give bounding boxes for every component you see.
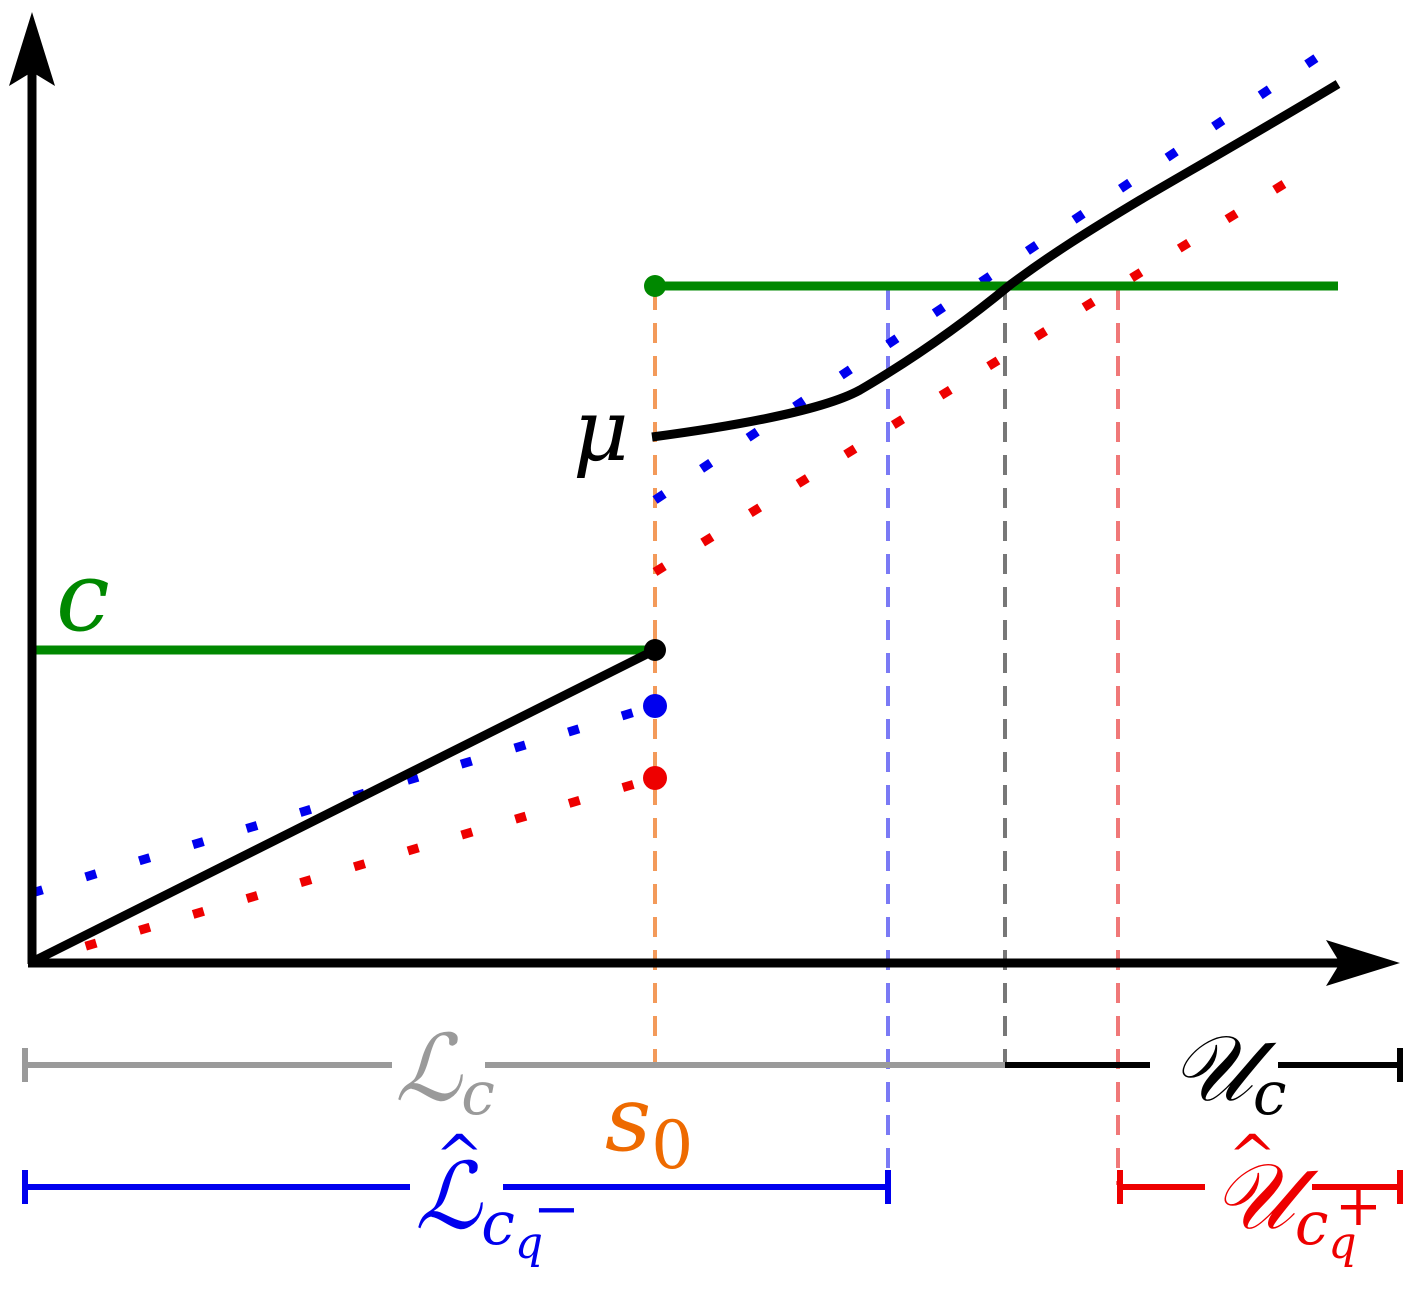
true-upper-set-label: 𝒰c — [1170, 1015, 1286, 1129]
true-lower-set-label: ℒc — [395, 1015, 495, 1129]
lower-bound-curve — [30, 38, 1343, 898]
estimated-lower-set-label: ℒcq — [415, 1143, 543, 1269]
lower-bound-right-segment — [652, 38, 1343, 504]
lower-bound-jump-point — [643, 694, 667, 718]
estimated-upper-set-sup: + — [1335, 1174, 1382, 1239]
mu-left-segment — [29, 645, 658, 967]
true-upper-set-bracket — [1005, 1048, 1403, 1082]
c-label: c — [56, 541, 110, 653]
lower-bound-left-segment — [30, 701, 657, 898]
estimated-upper-set-hat: ^ — [1228, 1122, 1277, 1190]
x-axis-arrowhead-icon — [1326, 940, 1400, 986]
upper-bound-right-segment — [652, 159, 1321, 576]
estimated-upper-set-bracket — [1117, 1170, 1403, 1204]
estimated-lower-set-sup: − — [533, 1177, 580, 1242]
mu-right-curve — [651, 80, 1341, 442]
upper-bound-jump-point — [643, 766, 667, 790]
estimated-lower-set-bracket — [22, 1170, 891, 1204]
s0-label: s0 — [605, 1067, 693, 1184]
estimated-lower-set-hat: ^ — [435, 1122, 484, 1190]
mu-label: μ — [573, 381, 629, 481]
mu-jump-point — [644, 639, 666, 661]
y-axis-arrowhead-icon — [9, 12, 55, 86]
threshold-jump-point — [644, 275, 666, 297]
true-lower-set-bracket — [22, 1048, 1005, 1082]
